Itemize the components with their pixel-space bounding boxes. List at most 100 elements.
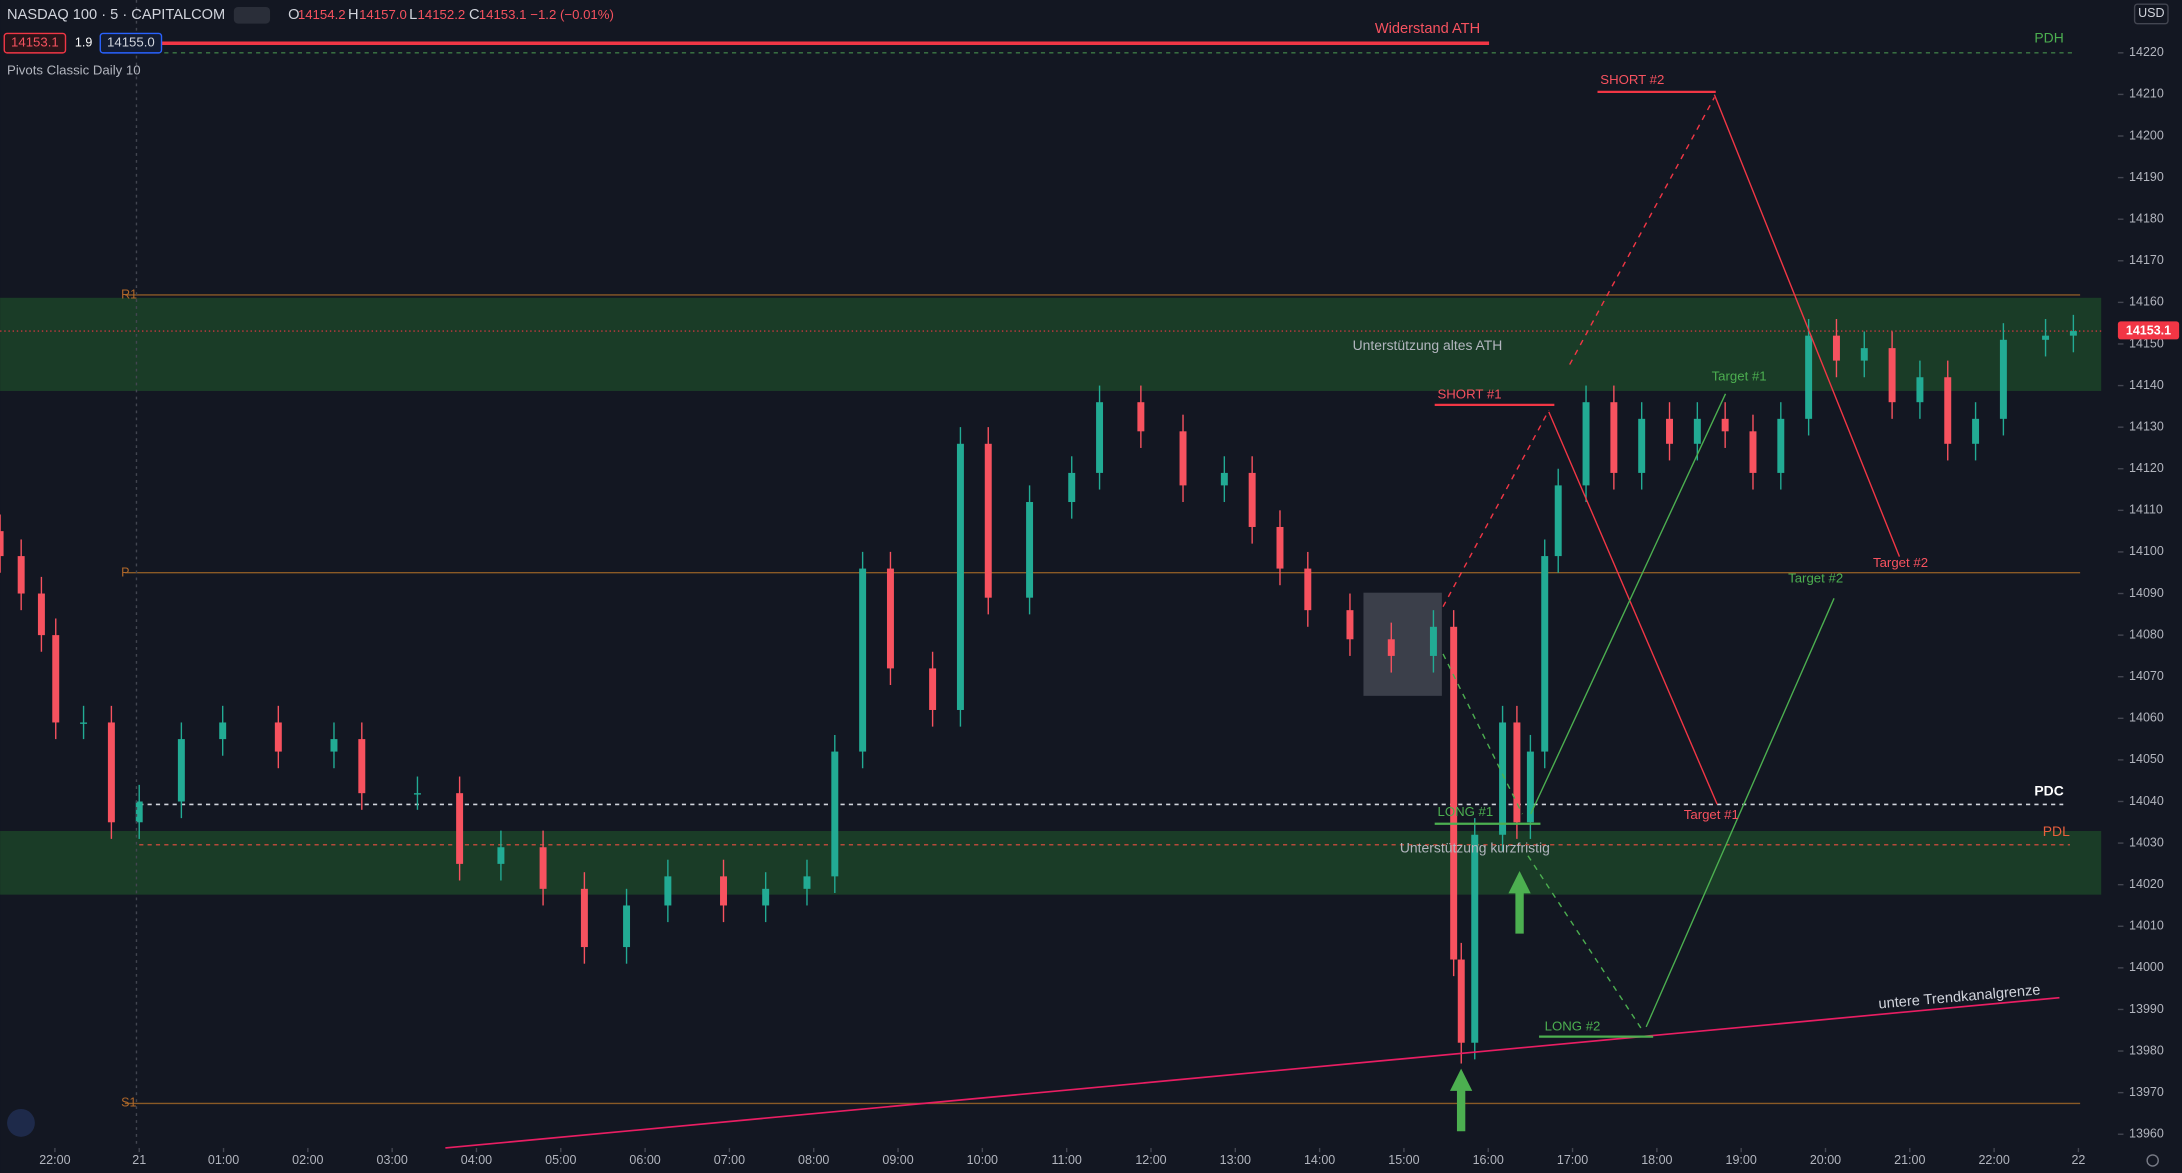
candle-body <box>1248 472 1256 527</box>
candle-body <box>135 801 143 823</box>
candle-body <box>859 568 867 752</box>
candle-body <box>177 739 185 802</box>
candle-body <box>2069 331 2077 336</box>
candle-body <box>456 793 464 864</box>
level-label: Widerstand ATH <box>1375 21 1480 37</box>
candle-body <box>929 668 937 710</box>
candle-body <box>956 443 964 710</box>
candle-body <box>497 847 505 864</box>
x-tick-label: 17:00 <box>1557 1153 1588 1167</box>
candle-body <box>762 888 770 906</box>
candle-body <box>886 568 894 669</box>
candle-body <box>1749 431 1757 473</box>
x-tick-label: 22:00 <box>1978 1153 2009 1167</box>
buy-button[interactable] <box>99 32 163 54</box>
x-tick-label: 06:00 <box>629 1153 660 1167</box>
level-label: P <box>121 566 129 580</box>
candle-body <box>1096 402 1104 473</box>
drawings <box>1434 90 1901 1038</box>
candle-body <box>1276 526 1284 569</box>
sell-button[interactable] <box>3 32 67 54</box>
settings[interactable] <box>2146 1154 2159 1167</box>
indicator-label: Pivots Classic Daily 10 <box>7 62 141 77</box>
level-label: PDL <box>2043 823 2070 839</box>
x-tick-label: 14:00 <box>1304 1153 1335 1167</box>
y-tick-label: 14110 <box>2129 503 2163 517</box>
candle-body <box>984 443 992 598</box>
y-tick-label: 14220 <box>2129 45 2164 59</box>
candle-body <box>274 722 282 752</box>
y-tick-label: 14140 <box>2129 378 2164 392</box>
x-tick-label: 22:00 <box>39 1153 70 1167</box>
x-tick-label: 12:00 <box>1135 1153 1166 1167</box>
candle-body <box>1777 418 1785 473</box>
candle-body <box>1450 626 1458 960</box>
x-tick-label: 11:00 <box>1051 1153 1081 1167</box>
candle-body <box>2042 335 2050 340</box>
candle-body <box>219 722 227 740</box>
candle-body <box>1179 431 1187 486</box>
bid: 14153.1 <box>11 35 59 50</box>
candle-body <box>1721 418 1729 432</box>
zone <box>0 831 2102 895</box>
x-tick-label: 01:00 <box>208 1153 239 1167</box>
candle-body <box>80 722 88 724</box>
level-label: S1 <box>121 1096 136 1110</box>
candle-body <box>1693 418 1701 444</box>
candle-body <box>107 722 115 823</box>
candle-body <box>1137 402 1145 432</box>
x-tick-label: 21 <box>132 1153 146 1167</box>
candle-body <box>1457 959 1465 1043</box>
ohlc-label: C <box>469 7 480 23</box>
x-tick-label: 10:00 <box>967 1153 998 1167</box>
candle-body <box>1610 402 1618 473</box>
ohlc-label: H <box>348 7 359 23</box>
y-tick-label: 14060 <box>2129 711 2164 725</box>
candle-body <box>1999 339 2007 419</box>
y-tick-label: 14070 <box>2129 669 2164 683</box>
up-arrow <box>1449 1068 1473 1132</box>
y-tick-label: 13960 <box>2129 1127 2164 1141</box>
trendline <box>445 996 2060 1149</box>
x-tick-label: 08:00 <box>798 1153 829 1167</box>
candle-body <box>539 847 547 889</box>
y-tick-label: 14030 <box>2129 835 2164 849</box>
y-tick-label: 14050 <box>2129 752 2164 766</box>
y-tick-label: 13970 <box>2129 1085 2164 1099</box>
symbol: NASDAQ 100 · 5 · CAPITALCOM <box>7 7 225 23</box>
annotation: SHORT #1 <box>1437 387 1501 402</box>
candle-body <box>1026 502 1034 598</box>
y-tick-label: 14210 <box>2129 87 2164 101</box>
ask: 14155.0 <box>107 35 155 50</box>
y-tick-label: 14080 <box>2129 627 2164 641</box>
x-tick-label: 02:00 <box>292 1153 323 1167</box>
price-label-bg <box>2117 321 2180 340</box>
candle-body <box>720 876 727 906</box>
logo[interactable] <box>7 1108 35 1137</box>
dashed-path <box>1442 410 1550 608</box>
candle-body <box>330 739 338 752</box>
currency-button[interactable] <box>2133 3 2169 25</box>
toggle-button[interactable] <box>233 6 271 24</box>
ohlc-value: 14153.1 <box>479 7 527 22</box>
candle-body <box>1638 418 1646 473</box>
annotation: SHORT #2 <box>1600 72 1664 87</box>
annotation: Target #1 <box>1684 807 1739 822</box>
candle-body <box>413 793 421 795</box>
x-tick-label: 03:00 <box>376 1153 407 1167</box>
target-path <box>1548 411 1718 805</box>
candle-body <box>1972 418 1980 444</box>
candle-body <box>1513 722 1521 823</box>
change: −1.2 (−0.01%) <box>530 7 614 22</box>
candle-body <box>1832 335 1840 361</box>
candle-body <box>1666 418 1673 444</box>
y-tick-label: 14040 <box>2129 794 2164 808</box>
candle-body <box>1304 568 1312 611</box>
y-tick-label: 14160 <box>2129 295 2164 309</box>
candle-body <box>1220 472 1228 486</box>
annotation: Target #2 <box>1788 570 1843 585</box>
